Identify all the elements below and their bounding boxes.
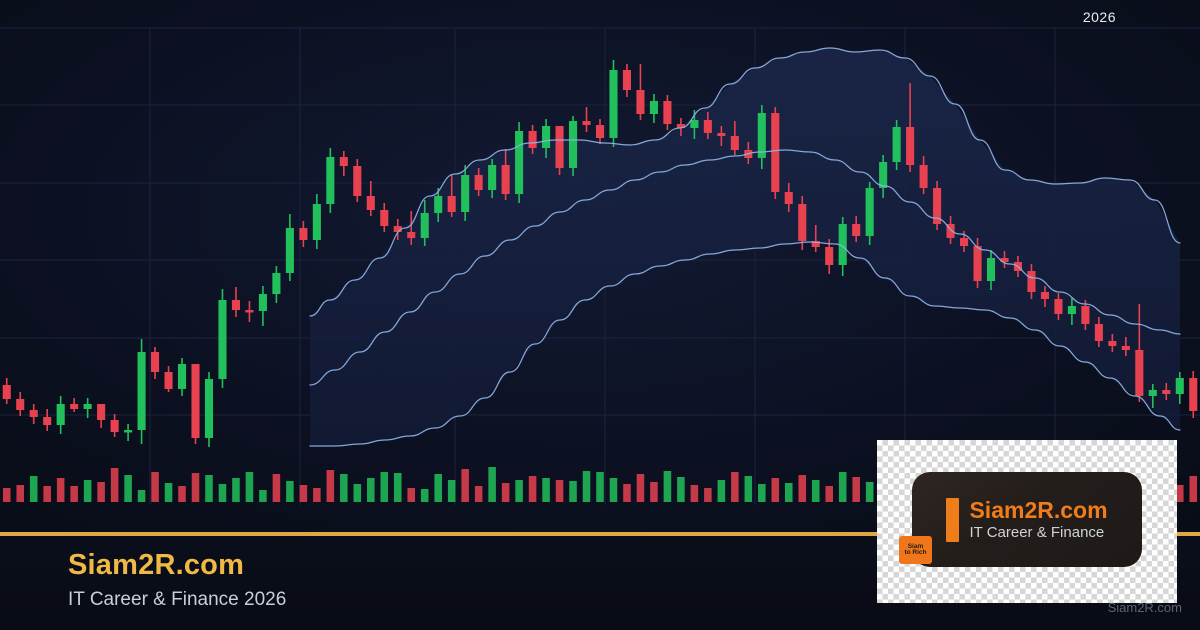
badge-line-2: to Rich — [904, 549, 927, 556]
logo-subtitle: IT Career & Finance — [969, 523, 1105, 541]
watermark-text: Siam2R.com — [1107, 600, 1182, 615]
candlestick-chart[interactable] — [0, 0, 1200, 532]
bollinger-band-lines — [309, 47, 1181, 447]
logo-accent-bar-icon — [946, 497, 960, 542]
brand-divider-rule — [0, 532, 1200, 536]
brand-subtitle: IT Career & Finance 2026 — [68, 589, 287, 610]
brand-title: Siam2R.com — [68, 549, 245, 581]
badge-line-1: Siam — [907, 542, 924, 550]
logo-transparency-panel: Siam2R.com IT Career & Finance Siam to R… — [877, 440, 1177, 603]
year-label: 2026 — [1082, 9, 1116, 25]
bollinger-band-fill — [310, 48, 1180, 446]
logo-card: Siam2R.com IT Career & Finance — [912, 472, 1142, 567]
logo-title: Siam2R.com — [969, 496, 1108, 523]
logo-texts: Siam2R.com IT Career & Finance — [969, 498, 1107, 541]
chart-svg — [0, 27, 1200, 505]
candle-series — [2, 60, 1198, 447]
logo-inner: Siam2R.com IT Career & Finance — [946, 497, 1108, 542]
siam-to-rich-badge: Siam to Rich — [899, 536, 932, 564]
